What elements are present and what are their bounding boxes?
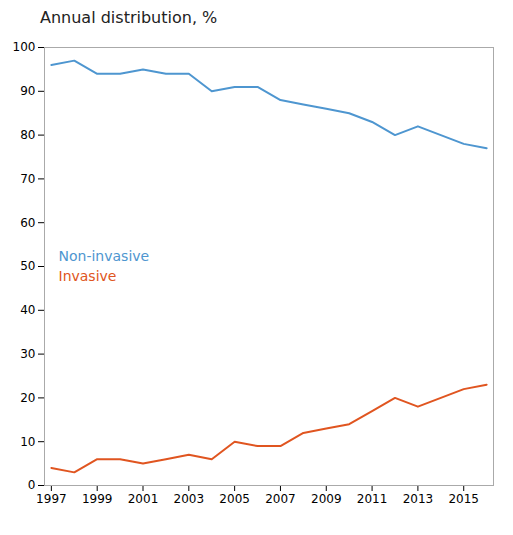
- svg-text:2011: 2011: [357, 492, 388, 506]
- svg-text:1999: 1999: [82, 492, 113, 506]
- svg-text:60: 60: [20, 216, 35, 230]
- svg-text:1997: 1997: [36, 492, 67, 506]
- svg-text:2001: 2001: [128, 492, 159, 506]
- svg-text:2003: 2003: [174, 492, 205, 506]
- svg-text:Invasive: Invasive: [59, 268, 117, 284]
- svg-text:70: 70: [20, 172, 35, 186]
- svg-text:Non-invasive: Non-invasive: [59, 248, 150, 264]
- svg-text:100: 100: [13, 40, 36, 54]
- svg-text:2013: 2013: [403, 492, 434, 506]
- svg-text:50: 50: [20, 259, 35, 273]
- html-text:Annual distribution, %: Annual distribution, %: [40, 8, 218, 27]
- svg-text:90: 90: [20, 84, 35, 98]
- svg-text:20: 20: [20, 391, 35, 405]
- svg-text:2009: 2009: [311, 492, 342, 506]
- svg-text:2015: 2015: [448, 492, 479, 506]
- svg-text:2007: 2007: [265, 492, 296, 506]
- svg-text:80: 80: [20, 128, 35, 142]
- svg-text:40: 40: [20, 303, 35, 317]
- svg-text:30: 30: [20, 347, 35, 361]
- svg-text:2005: 2005: [219, 492, 250, 506]
- svg-text:10: 10: [20, 435, 35, 449]
- svg-text:0: 0: [28, 478, 36, 492]
